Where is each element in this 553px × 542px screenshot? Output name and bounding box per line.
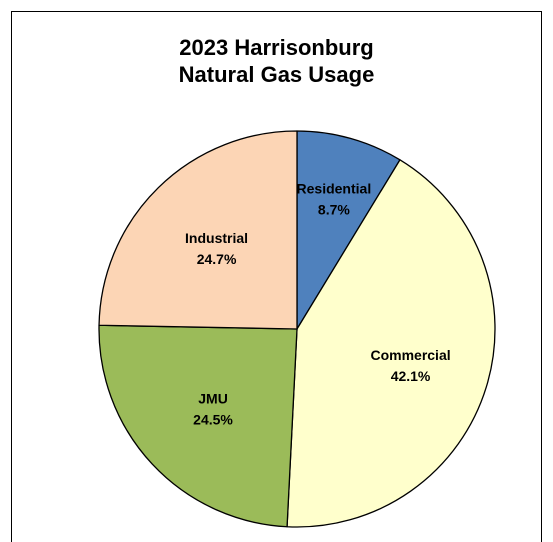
slice-value-commercial: 42.1% <box>391 368 431 384</box>
pie-slice-commercial <box>286 159 496 528</box>
slice-value-residential: 8.7% <box>318 201 350 217</box>
slice-value-industrial: 24.7% <box>197 251 237 267</box>
pie-slice-jmu <box>98 324 298 528</box>
slice-label-industrial: Industrial <box>185 230 248 246</box>
slice-label-commercial: Commercial <box>370 347 450 363</box>
chart-frame <box>11 11 542 542</box>
pie-slice-industrial <box>98 130 298 330</box>
chart-title: 2023 Harrisonburg Natural Gas Usage <box>0 34 553 88</box>
slice-value-jmu: 24.5% <box>193 411 233 427</box>
pie-slice-residential <box>296 130 401 330</box>
slice-label-residential: Residential <box>297 180 372 196</box>
chart-title-line-1: 2023 Harrisonburg <box>179 35 374 60</box>
chart-title-line-2: Natural Gas Usage <box>178 62 375 87</box>
slice-label-jmu: JMU <box>198 390 228 406</box>
